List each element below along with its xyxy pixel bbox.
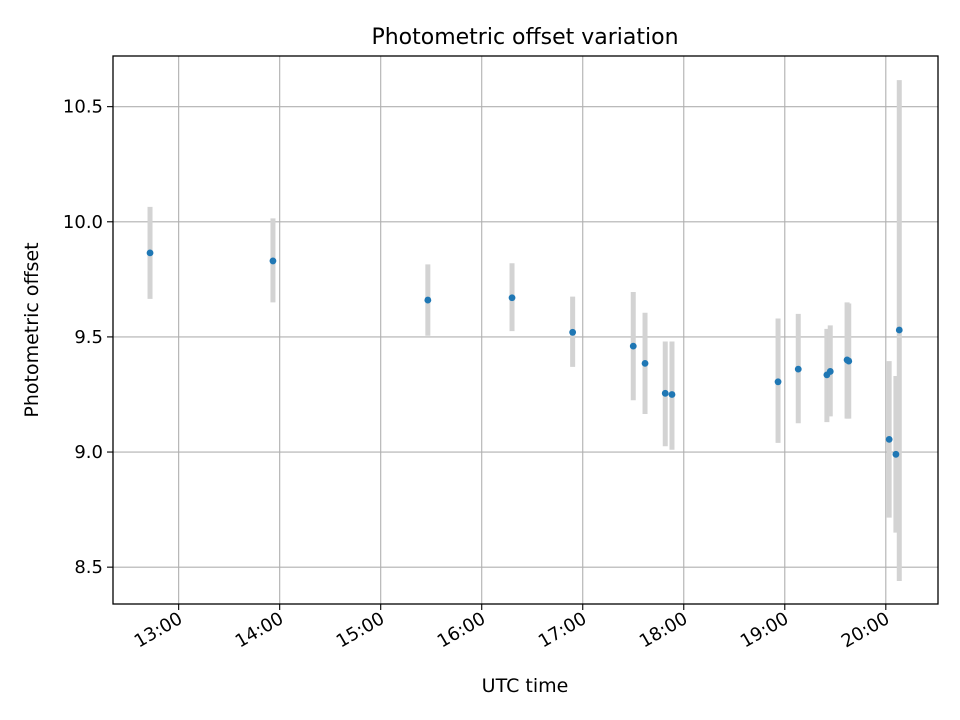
data-point [269,257,277,265]
y-axis-title: Photometric offset [21,242,43,417]
data-point [845,357,853,365]
data-point [668,391,676,398]
data-point [146,249,154,257]
y-tick-label: 10.0 [63,212,103,233]
data-point [892,450,900,458]
data-point [569,328,577,336]
data-point [661,389,669,397]
x-axis-title: UTC time [482,675,569,697]
data-points [146,249,903,458]
y-tick-label: 9.5 [74,327,103,348]
y-tick-label: 10.5 [63,97,103,118]
data-point [885,435,893,443]
chart-title: Photometric offset variation [371,25,678,50]
data-point [826,368,834,375]
data-point [508,294,516,302]
data-point [794,365,802,373]
y-axis-ticks: 8.5 9.0 9.5 10.0 10.5 [63,97,113,578]
plot-frame [112,55,939,605]
data-point [895,326,903,334]
data-point [641,359,649,367]
y-tick-label: 8.5 [74,557,103,578]
data-point [629,342,637,350]
data-point [774,378,782,386]
data-point [424,296,432,304]
y-tick-label: 9.0 [74,442,103,463]
